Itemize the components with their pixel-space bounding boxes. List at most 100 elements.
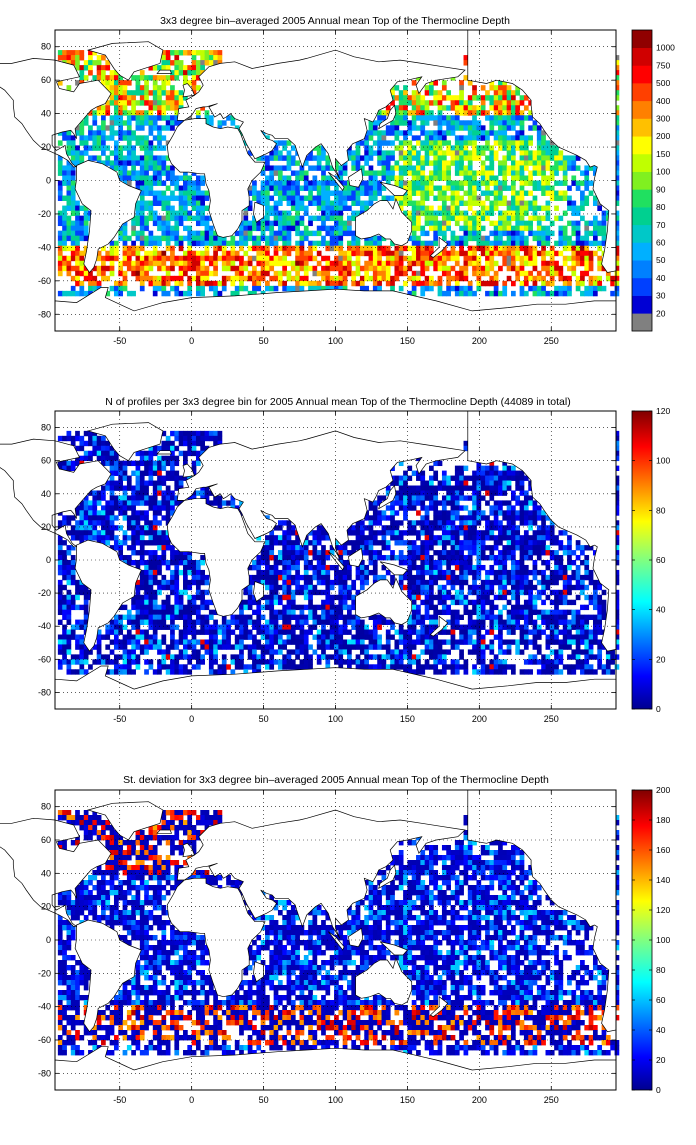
data-cell xyxy=(399,90,404,95)
data-cell xyxy=(602,226,607,231)
data-cell xyxy=(144,85,149,90)
data-cell xyxy=(537,206,542,211)
data-cell xyxy=(235,266,240,271)
data-cell xyxy=(533,266,538,271)
data-cell xyxy=(571,575,576,580)
data-cell xyxy=(571,256,576,261)
data-cell xyxy=(235,276,240,281)
data-cell xyxy=(464,150,469,155)
data-cell xyxy=(399,530,404,535)
data-cell xyxy=(584,266,589,271)
data-cell xyxy=(459,155,464,160)
data-cell xyxy=(528,201,533,206)
data-cell xyxy=(498,90,503,95)
data-cell xyxy=(455,150,460,155)
data-cell xyxy=(278,585,283,590)
data-cell xyxy=(192,446,197,451)
data-cell xyxy=(528,540,533,545)
data-cell xyxy=(187,291,192,296)
data-cell xyxy=(524,515,529,520)
data-cell xyxy=(494,241,499,246)
data-cell xyxy=(62,196,67,201)
data-cell xyxy=(498,125,503,130)
data-cell xyxy=(105,461,110,466)
data-cell xyxy=(153,160,158,165)
data-cell xyxy=(420,251,425,256)
data-cell xyxy=(282,251,287,256)
data-cell xyxy=(390,130,395,135)
data-cell xyxy=(369,181,374,186)
data-cell xyxy=(468,201,473,206)
data-cell xyxy=(338,251,343,256)
data-cell xyxy=(114,95,119,100)
data-cell xyxy=(429,481,434,486)
data-cell xyxy=(308,181,313,186)
data-cell xyxy=(563,580,568,585)
data-cell xyxy=(485,261,490,266)
data-cell xyxy=(438,535,443,540)
data-cell xyxy=(62,540,67,545)
data-cell xyxy=(261,191,266,196)
data-cell xyxy=(282,530,287,535)
data-cell xyxy=(256,251,261,256)
data-cell xyxy=(123,226,128,231)
data-cell xyxy=(105,266,110,271)
data-cell xyxy=(282,555,287,560)
data-cell xyxy=(222,246,227,251)
data-cell xyxy=(170,431,175,436)
data-cell xyxy=(123,241,128,246)
data-cell xyxy=(472,90,477,95)
data-cell xyxy=(524,291,529,296)
data-cell xyxy=(407,261,412,266)
data-cell xyxy=(515,105,520,110)
data-cell xyxy=(174,256,179,261)
data-cell xyxy=(446,486,451,491)
data-cell xyxy=(524,575,529,580)
data-cell xyxy=(520,490,525,495)
data-cell xyxy=(468,520,473,525)
data-cell xyxy=(287,585,292,590)
data-cell xyxy=(62,231,67,236)
data-cell xyxy=(252,181,257,186)
data-cell xyxy=(174,570,179,575)
data-cell xyxy=(567,165,572,170)
data-cell xyxy=(161,555,166,560)
data-cell xyxy=(403,196,408,201)
data-cell xyxy=(252,241,257,246)
data-cell xyxy=(58,436,63,441)
data-cell xyxy=(455,510,460,515)
data-cell xyxy=(317,560,322,565)
data-cell xyxy=(416,186,421,191)
data-cell xyxy=(136,461,141,466)
data-cell xyxy=(451,236,456,241)
data-cell xyxy=(174,186,179,191)
data-cell xyxy=(200,570,205,575)
data-cell xyxy=(425,261,430,266)
data-cell xyxy=(541,186,546,191)
data-cell xyxy=(589,261,594,266)
data-cell xyxy=(494,500,499,505)
data-cell xyxy=(75,281,80,286)
data-cell xyxy=(265,226,270,231)
data-cell xyxy=(274,221,279,226)
data-cell xyxy=(312,555,317,560)
data-cell xyxy=(433,140,438,145)
data-cell xyxy=(420,105,425,110)
data-cell xyxy=(291,530,296,535)
data-cell xyxy=(481,110,486,115)
data-cell xyxy=(157,540,162,545)
data-cell xyxy=(287,196,292,201)
data-cell xyxy=(347,216,352,221)
data-cell xyxy=(597,241,602,246)
data-cell xyxy=(218,246,223,251)
data-cell xyxy=(131,471,136,476)
data-cell xyxy=(369,560,374,565)
data-cell xyxy=(386,525,391,530)
data-cell xyxy=(97,530,102,535)
data-cell xyxy=(446,510,451,515)
data-cell xyxy=(546,216,551,221)
data-cell xyxy=(455,165,460,170)
data-cell xyxy=(166,490,171,495)
data-cell xyxy=(373,186,378,191)
data-cell xyxy=(485,525,490,530)
